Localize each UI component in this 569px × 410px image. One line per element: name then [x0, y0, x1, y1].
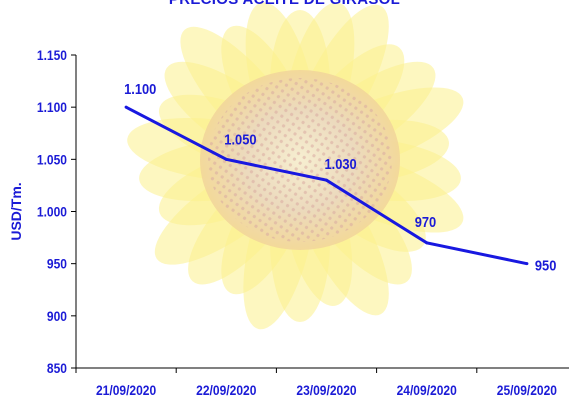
x-tick-label: 21/09/2020	[96, 382, 156, 398]
data-point	[425, 241, 429, 245]
series-layer: 1.100 1.050 1.030 970 950	[124, 80, 557, 274]
x-tick-label: 25/09/2020	[497, 382, 557, 398]
chart-title: PRECIOS ACEITE DE GIRASOL	[0, 0, 569, 8]
data-point	[124, 105, 128, 109]
data-label: 950	[535, 257, 557, 274]
x-tick-label: 22/09/2020	[196, 382, 256, 398]
x-tick-label: 23/09/2020	[296, 382, 356, 398]
axes: 850 900 950 1.000 1.050 1.100 1.150 21/09/2020 2…	[8, 47, 569, 398]
data-label: 970	[415, 213, 437, 230]
flower-seeds	[208, 78, 392, 242]
y-tick-label: 1.000	[37, 204, 67, 220]
y-tick-label: 1.050	[37, 151, 67, 167]
x-tick-label: 24/09/2020	[397, 382, 457, 398]
y-axis-title: USD/Tm.	[8, 182, 24, 240]
data-label: 1.100	[124, 80, 156, 97]
sunflower-background-image	[127, 2, 464, 330]
y-tick-label: 1.100	[37, 99, 67, 115]
data-point	[325, 178, 328, 182]
y-tick-label: 950	[47, 256, 67, 272]
data-label: 1.030	[325, 155, 357, 172]
data-label: 1.050	[224, 130, 256, 147]
y-tick-label: 850	[47, 360, 67, 376]
y-tick-label: 900	[47, 308, 67, 324]
data-point	[224, 157, 228, 161]
data-point	[525, 262, 529, 266]
y-tick-label: 1.150	[37, 47, 67, 63]
